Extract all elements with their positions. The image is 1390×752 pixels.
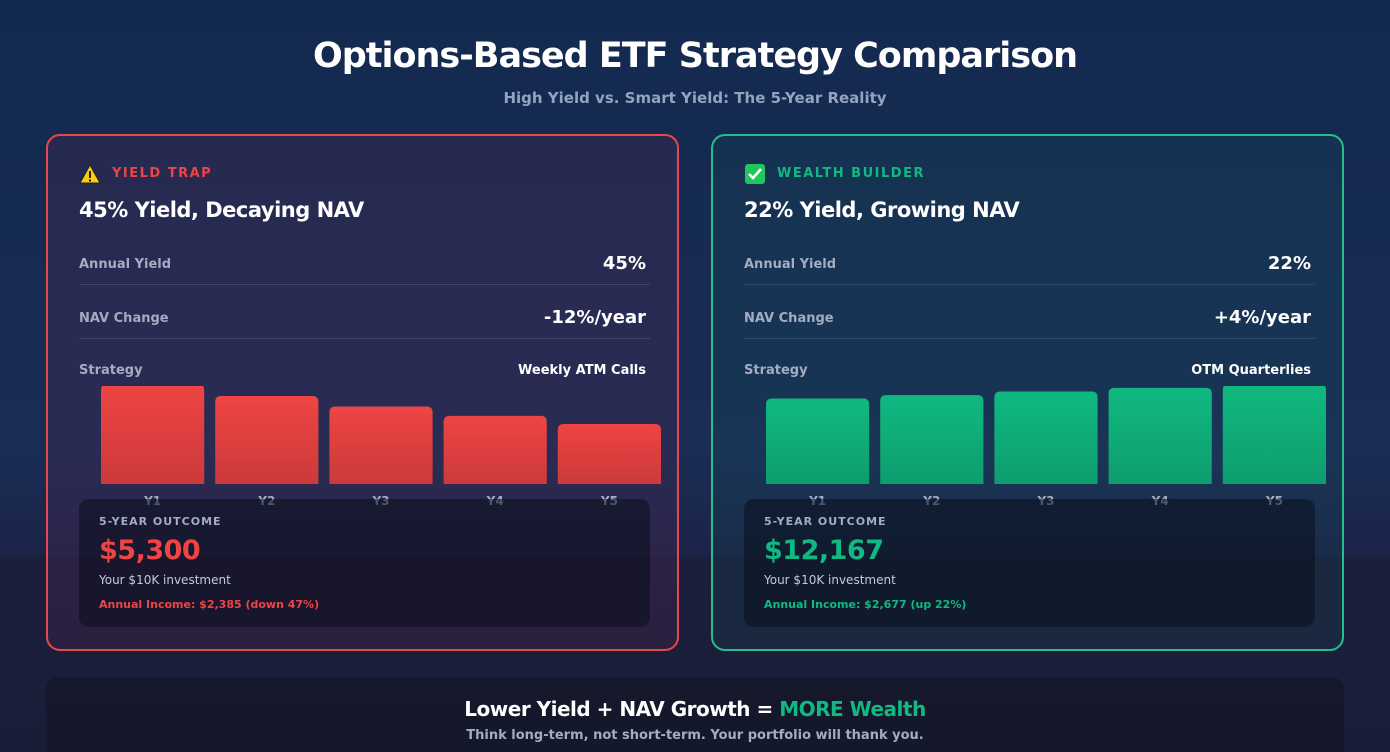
yield-trap-card: YIELD TRAP 45% Yield, Decaying NAV Annua… — [46, 134, 679, 651]
page-subtitle: High Yield vs. Smart Yield: The 5-Year R… — [503, 89, 887, 107]
bar — [1108, 387, 1212, 484]
nav-chart: Y1Y2Y3Y4Y5 — [101, 386, 661, 508]
outcome-income: Annual Income: $2,677 (up 22%) — [764, 598, 967, 611]
wealth-builder-card: WEALTH BUILDER 22% Yield, Growing NAV An… — [711, 134, 1344, 651]
bar — [557, 424, 661, 484]
row-value: OTM Quarterlies — [1191, 363, 1311, 378]
outcome-amount: $12,167 — [764, 535, 884, 566]
bar — [329, 406, 433, 484]
check-icon — [745, 164, 765, 184]
row-value: -12%/year — [543, 307, 646, 328]
bar — [443, 415, 547, 484]
outcome-label: 5-YEAR OUTCOME — [764, 515, 887, 528]
row-label: Strategy — [79, 363, 143, 378]
row-label: Annual Yield — [744, 257, 837, 272]
row-label: Strategy — [744, 363, 808, 378]
outcome-label: 5-YEAR OUTCOME — [99, 515, 222, 528]
outcome-income: Annual Income: $2,385 (down 47%) — [99, 598, 320, 611]
badge: YIELD TRAP — [112, 166, 213, 181]
page-title: Options-Based ETF Strategy Comparison — [312, 36, 1078, 76]
row-value: 45% — [602, 253, 646, 274]
badge: WEALTH BUILDER — [777, 166, 925, 181]
bar — [766, 398, 870, 484]
row-value: Weekly ATM Calls — [518, 363, 646, 378]
headline-highlight: MORE Wealth — [779, 697, 926, 721]
bar — [880, 395, 984, 484]
outcome-amount: $5,300 — [99, 535, 201, 566]
card-heading: 45% Yield, Decaying NAV — [79, 198, 364, 222]
outcome-box: 5-YEAR OUTCOME $12,167 Your $10K investm… — [744, 499, 1315, 627]
footer-headline: Lower Yield + NAV Growth = MORE Wealth — [46, 697, 1344, 721]
row-value: +4%/year — [1213, 307, 1311, 328]
headline-text: Lower Yield + NAV Growth = — [464, 697, 773, 721]
outcome-note: Your $10K investment — [764, 573, 896, 587]
row-label: Annual Yield — [79, 257, 172, 272]
warning-icon — [79, 163, 101, 184]
divider — [744, 338, 1315, 339]
row-label: NAV Change — [744, 311, 834, 326]
bar — [994, 391, 1098, 484]
row-label: NAV Change — [79, 311, 169, 326]
card-heading: 22% Yield, Growing NAV — [744, 198, 1020, 222]
footer-subline: Think long-term, not short-term. Your po… — [466, 728, 924, 743]
bar — [215, 396, 319, 484]
bar — [101, 386, 205, 484]
divider — [79, 338, 650, 339]
footer-banner: Lower Yield + NAV Growth = MORE Wealth T… — [46, 677, 1344, 752]
divider — [79, 284, 650, 285]
outcome-box: 5-YEAR OUTCOME $5,300 Your $10K investme… — [79, 499, 650, 627]
outcome-note: Your $10K investment — [99, 573, 231, 587]
nav-chart: Y1Y2Y3Y4Y5 — [766, 386, 1326, 508]
bar — [1222, 386, 1326, 484]
divider — [744, 284, 1315, 285]
row-value: 22% — [1267, 253, 1311, 274]
